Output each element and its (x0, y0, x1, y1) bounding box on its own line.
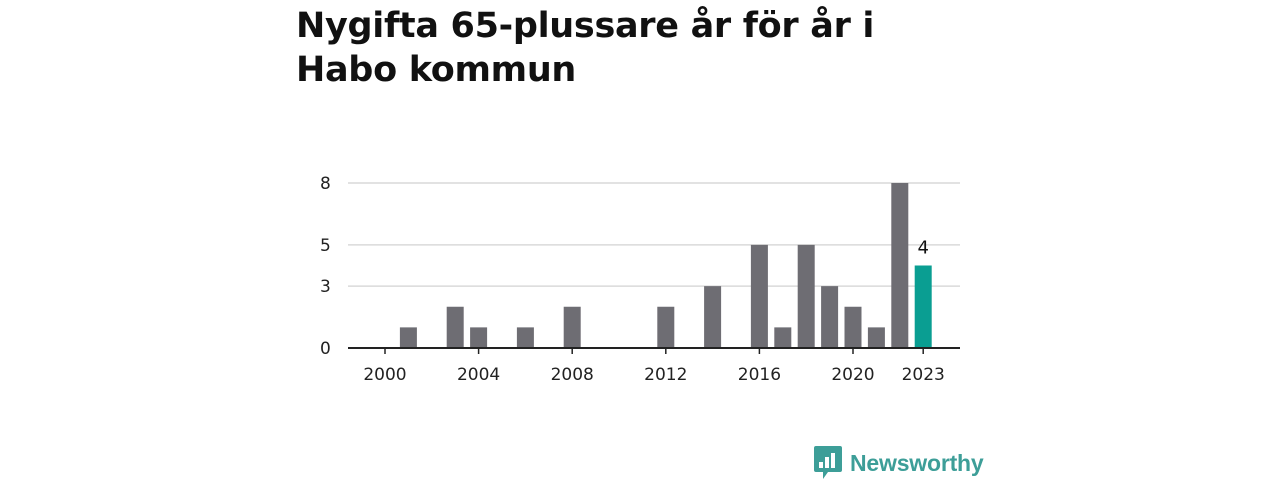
y-tick-label: 0 (320, 339, 331, 359)
x-tick-label: 2016 (738, 365, 781, 385)
bar (516, 327, 534, 348)
bar (797, 244, 815, 348)
y-tick-label: 5 (320, 236, 331, 256)
newsworthy-logo-icon (814, 446, 842, 479)
y-tick-label: 3 (320, 277, 331, 297)
bar (844, 306, 862, 348)
bar (563, 306, 581, 348)
data-labels: 4 (917, 238, 928, 259)
bars (399, 183, 932, 348)
bar (821, 286, 839, 348)
newsworthy-logo: Newsworthy (814, 446, 984, 480)
bar (891, 183, 909, 348)
bar (657, 306, 675, 348)
x-tick-label: 2000 (363, 365, 406, 385)
x-tick-label: 2004 (457, 365, 500, 385)
brand-name: Newsworthy (850, 449, 984, 476)
data-label-highlight: 4 (917, 238, 928, 259)
bar (774, 327, 792, 348)
bar (867, 327, 885, 348)
x-tick-label: 2012 (644, 365, 687, 385)
bar (470, 327, 488, 348)
chart-title: Nygifta 65-plussare år för år i Habo kom… (296, 6, 875, 90)
x-tick-label: 2023 (902, 365, 945, 385)
y-axis-ticks: 0 3 5 8 (320, 174, 331, 359)
y-tick-label: 8 (320, 174, 331, 194)
bar (446, 306, 464, 348)
x-tick-label: 2020 (831, 365, 874, 385)
bar (750, 244, 768, 348)
bar (399, 327, 417, 348)
bar (704, 286, 722, 348)
x-axis-ticks: 2000 2004 2008 2012 2016 2020 2023 (363, 348, 945, 385)
x-tick-label: 2008 (551, 365, 594, 385)
gridlines (348, 182, 960, 287)
bar-highlight (914, 265, 932, 348)
